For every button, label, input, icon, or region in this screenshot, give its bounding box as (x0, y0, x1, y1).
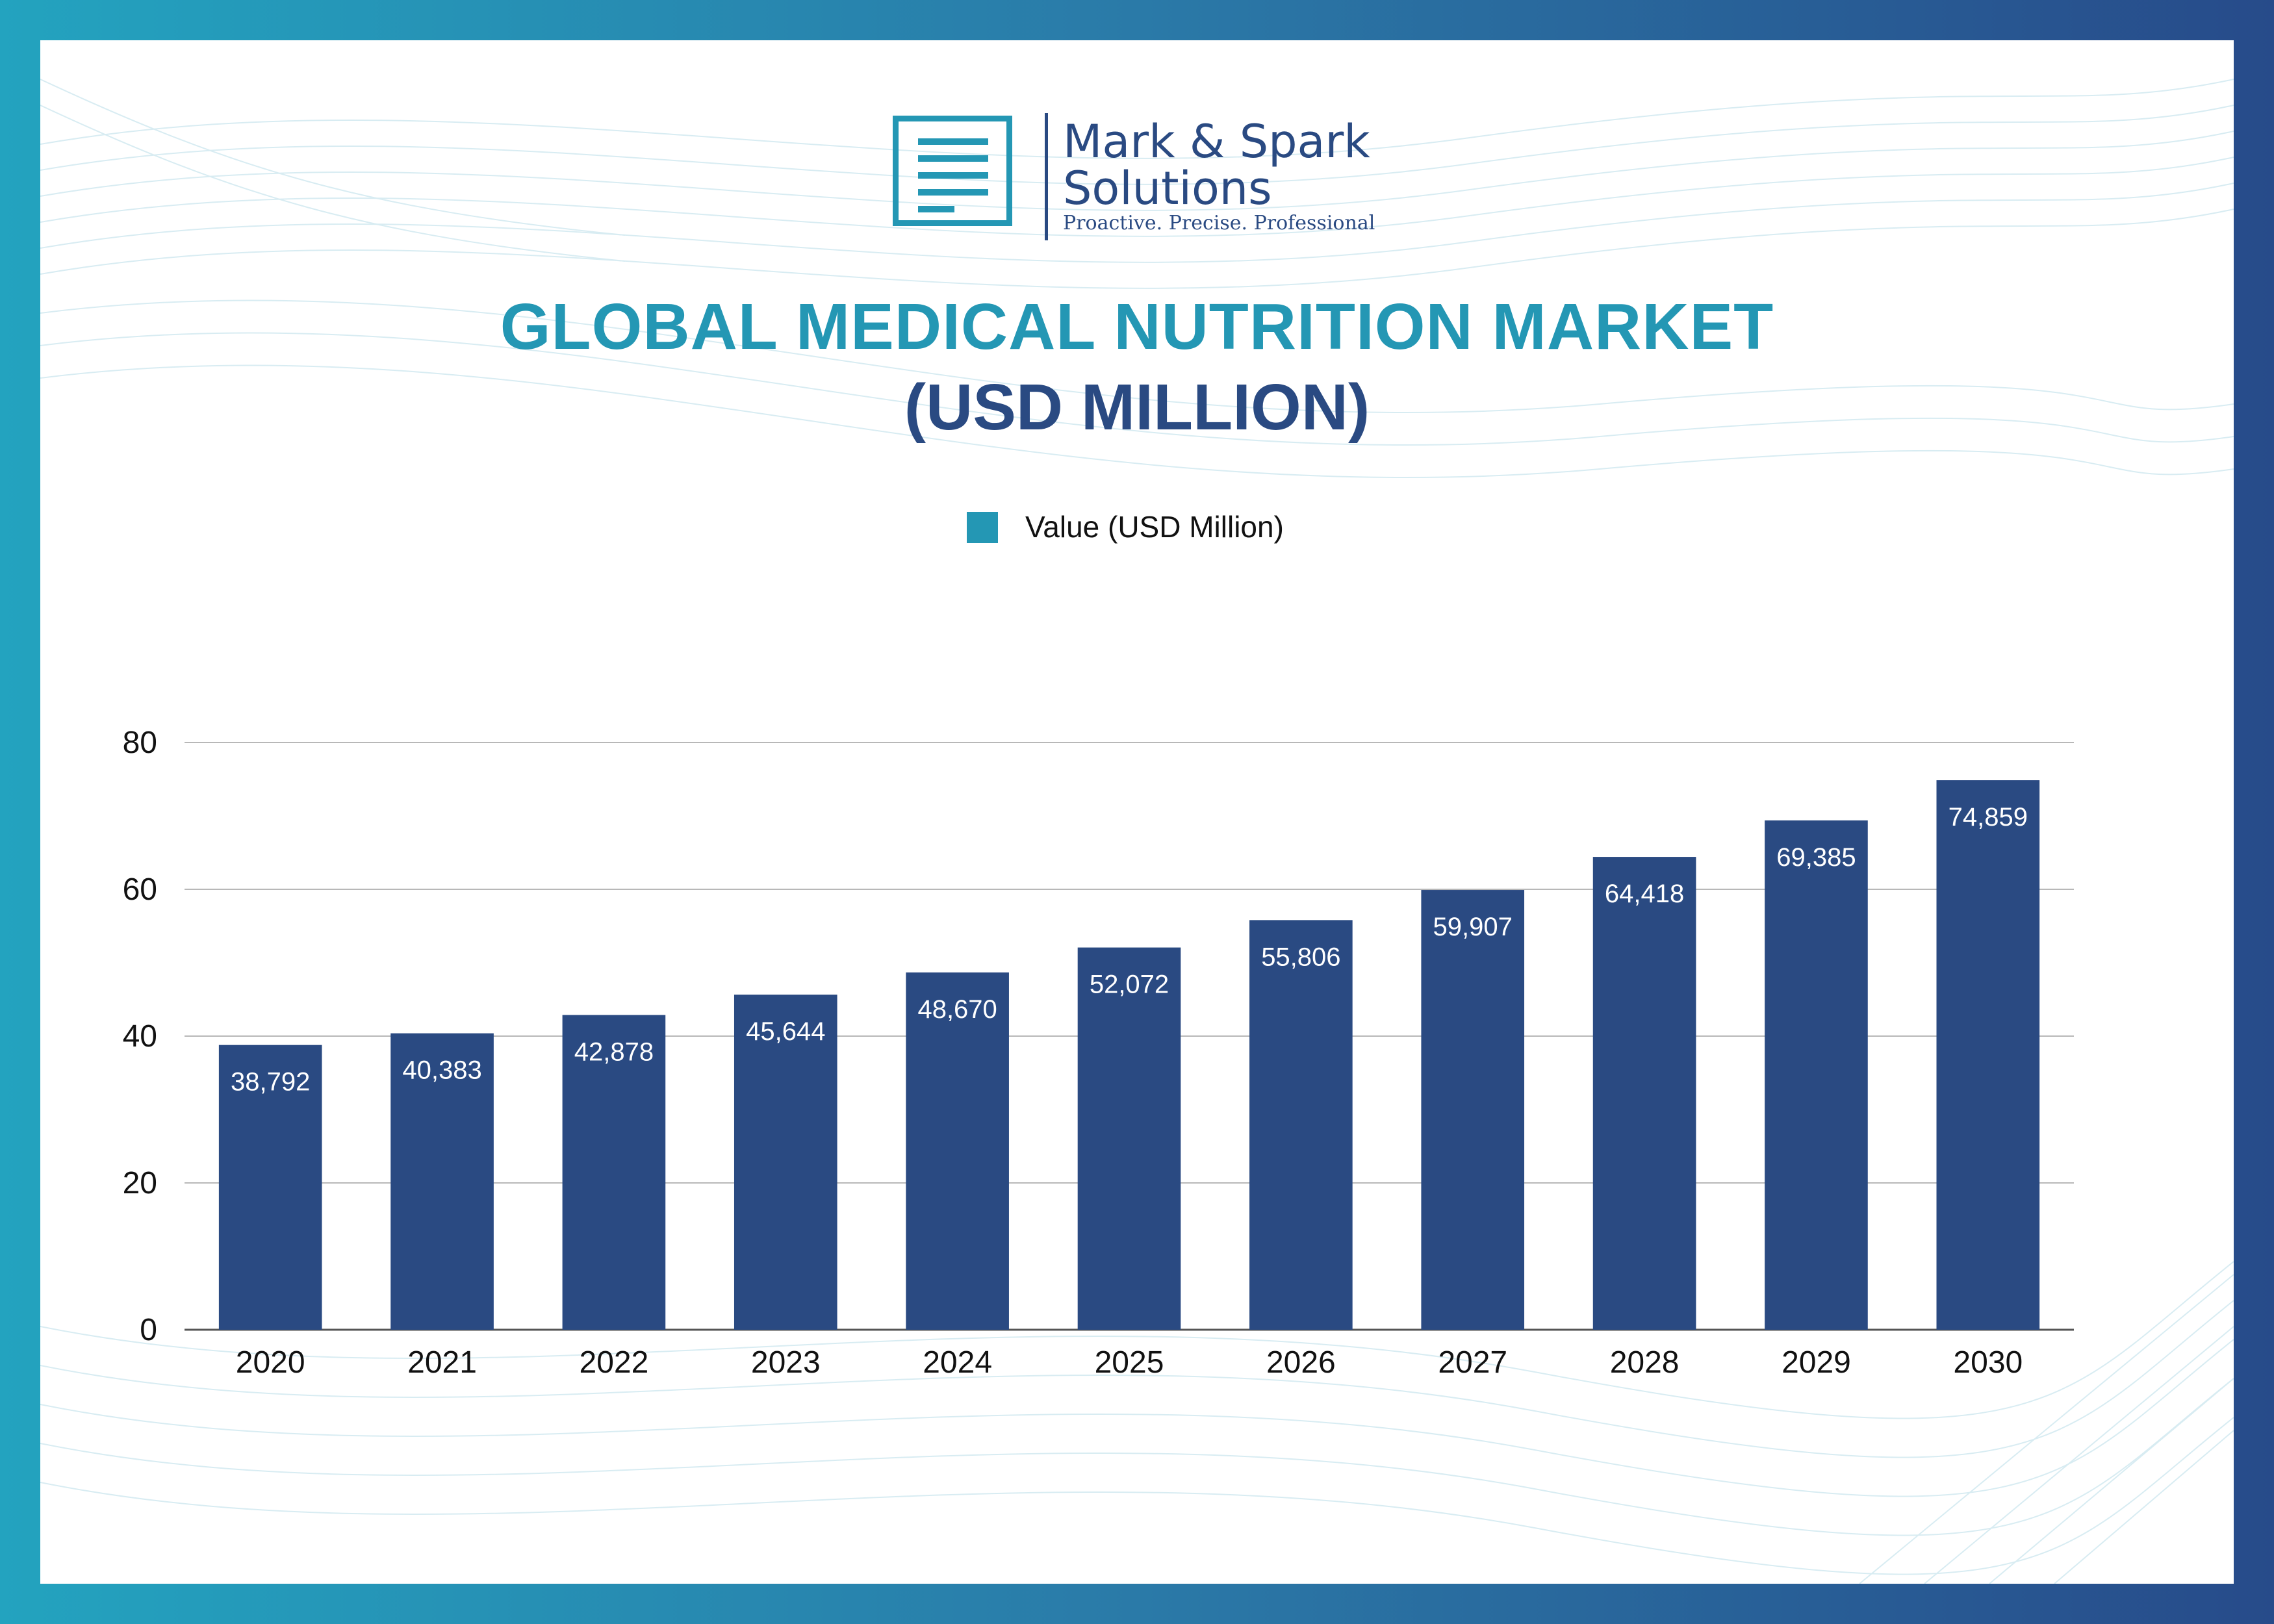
x-tick-label: 2024 (923, 1345, 992, 1380)
x-tick-label: 2029 (1782, 1345, 1851, 1380)
bar (1937, 780, 2040, 1330)
bar-value-label: 52,072 (1090, 971, 1169, 999)
x-tick-label: 2025 (1095, 1345, 1164, 1380)
report-card: Mark & Spark Solutions Proactive. Precis… (40, 40, 2234, 1584)
x-tick-label: 2026 (1266, 1345, 1336, 1380)
bar-value-label: 64,418 (1605, 880, 1684, 908)
bar-value-label: 42,878 (574, 1037, 654, 1066)
y-tick-label: 20 (123, 1166, 157, 1200)
bar (1249, 920, 1353, 1330)
bar-value-label: 69,385 (1776, 843, 1856, 872)
y-tick-label: 0 (140, 1313, 157, 1347)
bar (1078, 948, 1181, 1330)
bar (906, 972, 1009, 1330)
x-tick-label: 2021 (407, 1345, 477, 1380)
x-tick-label: 2020 (236, 1345, 305, 1380)
bar-value-label: 38,792 (231, 1068, 310, 1097)
y-tick-label: 80 (123, 726, 157, 760)
x-tick-label: 2023 (751, 1345, 821, 1380)
bar-value-label: 55,806 (1261, 943, 1340, 971)
bar (1593, 857, 1696, 1330)
bar (1421, 890, 1524, 1330)
bar-chart: 0 20 40 60 80 38,792 2020 40,383 2021 42,878 2022 4… (40, 40, 2234, 1584)
x-tick-label: 2030 (1953, 1345, 2023, 1380)
bar-value-label: 74,859 (1948, 803, 2028, 831)
x-tick-label: 2028 (1610, 1345, 1680, 1380)
bar-value-label: 40,383 (402, 1056, 481, 1085)
x-tick-label: 2022 (580, 1345, 649, 1380)
y-tick-label: 60 (123, 872, 157, 907)
bar (1765, 820, 1868, 1330)
bar-value-label: 59,907 (1433, 913, 1513, 941)
bar-value-label: 48,670 (917, 995, 997, 1024)
y-tick-label: 40 (123, 1019, 157, 1054)
x-tick-label: 2027 (1438, 1345, 1507, 1380)
bar-value-label: 45,644 (746, 1017, 825, 1046)
page-frame: Mark & Spark Solutions Proactive. Precis… (0, 0, 2274, 1624)
